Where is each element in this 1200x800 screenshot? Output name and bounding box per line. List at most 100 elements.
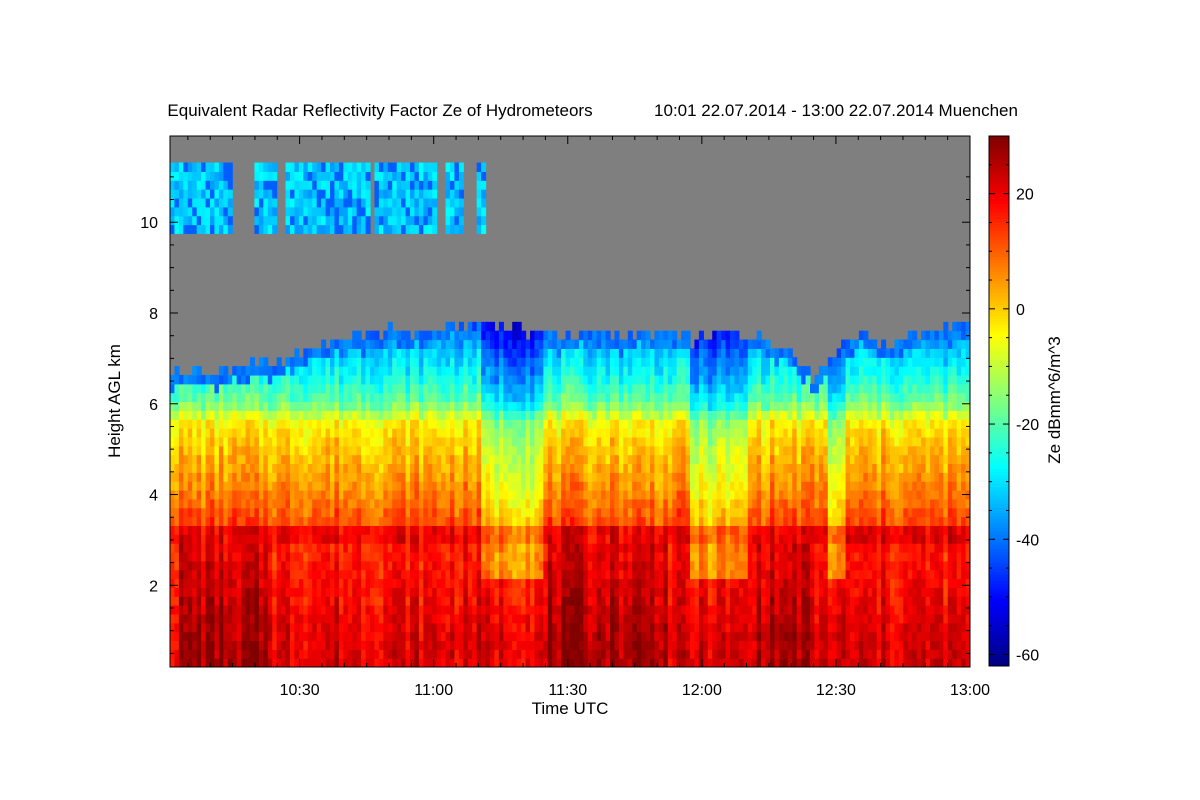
heatmap-cell — [352, 516, 358, 526]
heatmap-cell — [445, 348, 451, 358]
heatmap-cell — [387, 472, 393, 482]
heatmap-cell — [285, 392, 291, 403]
heatmap-cell — [694, 605, 700, 615]
heatmap-cell — [272, 215, 278, 226]
heatmap-cell — [578, 640, 584, 650]
heatmap-cell — [201, 596, 207, 606]
heatmap-cell — [698, 436, 704, 447]
heatmap-cell — [498, 472, 504, 482]
heatmap-cell — [316, 560, 322, 571]
heatmap-cell — [498, 507, 504, 518]
heatmap-cell — [392, 383, 398, 394]
heatmap-cell — [432, 658, 438, 667]
heatmap-cell — [441, 622, 447, 633]
heatmap-cell — [636, 658, 642, 667]
heatmap-cell — [294, 525, 300, 535]
heatmap-cell — [338, 658, 344, 667]
heatmap-cell — [245, 534, 251, 544]
heatmap-cell — [401, 374, 407, 385]
heatmap-cell — [463, 383, 469, 394]
heatmap-cell — [538, 596, 544, 606]
heatmap-cell — [258, 428, 264, 438]
heatmap-cell — [432, 436, 438, 447]
heatmap-cell — [485, 472, 491, 482]
heatmap-cell — [441, 605, 447, 615]
heatmap-cell — [592, 410, 598, 420]
heatmap-cell — [650, 543, 656, 553]
heatmap-cell — [650, 622, 656, 633]
heatmap-cell — [254, 436, 260, 447]
heatmap-cell — [343, 498, 349, 509]
heatmap-cell — [170, 215, 176, 226]
heatmap-cell — [201, 445, 207, 456]
heatmap-cell — [218, 463, 224, 473]
heatmap-cell — [450, 622, 456, 633]
heatmap-cell — [378, 578, 384, 588]
heatmap-cell — [681, 348, 687, 358]
heatmap-cell — [192, 472, 198, 482]
heatmap-cell — [383, 658, 389, 667]
heatmap-cell — [498, 445, 504, 456]
heatmap-cell — [596, 374, 602, 385]
heatmap-cell — [481, 197, 487, 208]
heatmap-cell — [307, 419, 313, 429]
heatmap-cell — [450, 374, 456, 385]
heatmap-cell — [183, 180, 189, 190]
heatmap-cell — [485, 463, 491, 473]
heatmap-cell — [445, 392, 451, 403]
heatmap-cell — [276, 605, 282, 615]
heatmap-cell — [272, 224, 278, 234]
heatmap-cell — [587, 374, 593, 385]
heatmap-cell — [463, 410, 469, 420]
heatmap-cell — [183, 224, 189, 234]
heatmap-cell — [636, 507, 642, 518]
heatmap-cell — [481, 596, 487, 606]
heatmap-cell — [658, 410, 664, 420]
heatmap-cell — [330, 498, 336, 509]
heatmap-cell — [490, 525, 496, 535]
heatmap-cell — [565, 383, 571, 394]
heatmap-cell — [214, 171, 220, 181]
heatmap-cell — [396, 516, 402, 526]
heatmap-cell — [196, 180, 202, 190]
heatmap-cell — [534, 454, 540, 465]
heatmap-cell — [641, 543, 647, 553]
heatmap-cell — [325, 383, 331, 394]
heatmap-cell — [601, 348, 607, 358]
heatmap-cell — [396, 631, 402, 642]
heatmap-cell — [556, 498, 562, 509]
heatmap-cell — [556, 534, 562, 544]
heatmap-cell — [321, 605, 327, 615]
heatmap-cell — [476, 180, 482, 190]
heatmap-cell — [494, 569, 500, 580]
heatmap-cell — [512, 330, 518, 341]
heatmap-cell — [485, 596, 491, 606]
heatmap-cell — [361, 498, 367, 509]
heatmap-cell — [210, 649, 216, 659]
heatmap-cell — [503, 649, 509, 659]
heatmap-cell — [605, 534, 611, 544]
heatmap-cell — [170, 392, 176, 403]
heatmap-cell — [618, 498, 624, 509]
heatmap-cell — [436, 658, 442, 667]
heatmap-cell — [463, 507, 469, 518]
heatmap-cell — [427, 171, 433, 181]
heatmap-cell — [254, 419, 260, 429]
heatmap-cell — [312, 419, 318, 429]
heatmap-cell — [676, 569, 682, 580]
heatmap-cell — [325, 162, 331, 172]
reflectivity-column — [258, 162, 264, 667]
heatmap-cell — [476, 649, 482, 659]
heatmap-cell — [263, 224, 269, 234]
heatmap-cell — [512, 613, 518, 624]
heatmap-cell — [601, 445, 607, 456]
heatmap-cell — [303, 162, 309, 172]
heatmap-cell — [481, 622, 487, 633]
heatmap-cell — [401, 472, 407, 482]
reflectivity-column — [574, 339, 580, 667]
heatmap-cell — [690, 543, 696, 553]
heatmap-cell — [210, 481, 216, 491]
reflectivity-column — [347, 162, 353, 667]
heatmap-cell — [361, 622, 367, 633]
heatmap-cell — [605, 401, 611, 411]
